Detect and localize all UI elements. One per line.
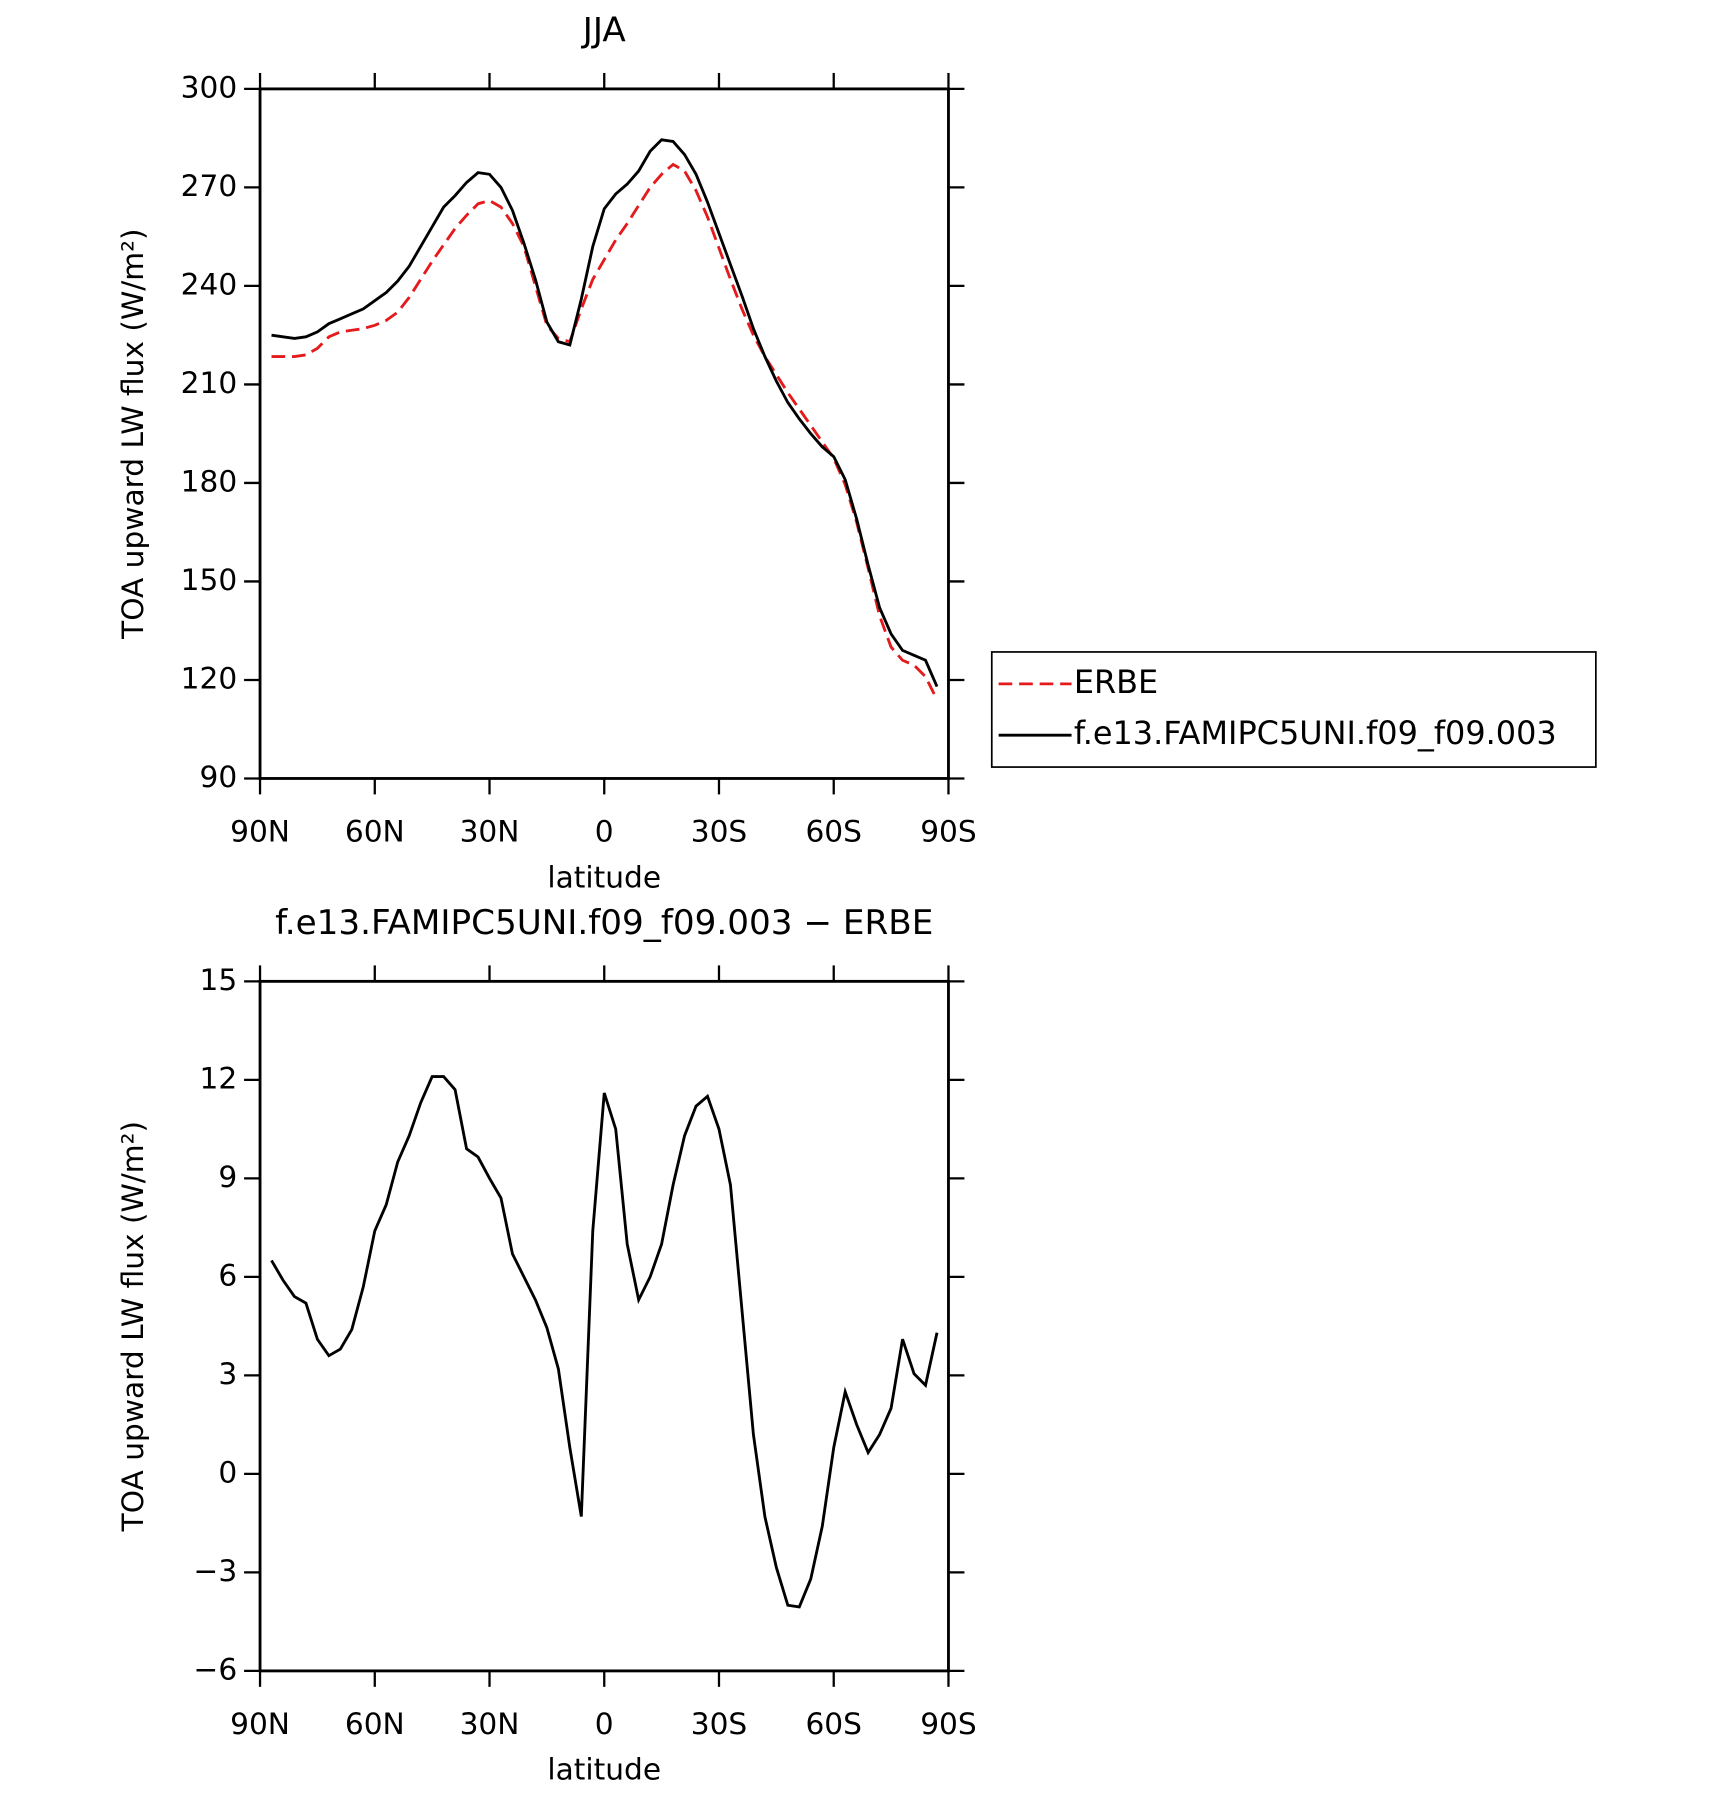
y-tick-label: 3 xyxy=(218,1356,237,1391)
y-tick-label: 270 xyxy=(181,168,238,203)
x-tick-label: 30S xyxy=(691,814,748,849)
x-tick-label: 90S xyxy=(920,1706,977,1741)
plot-frame xyxy=(258,979,950,1673)
x-tick-label: 0 xyxy=(595,814,614,849)
legend-box xyxy=(990,651,1597,768)
x-tick-label: 30N xyxy=(460,814,520,849)
x-tick-label: 30S xyxy=(691,1706,748,1741)
data-line xyxy=(270,1075,939,1609)
data-line xyxy=(271,162,939,701)
x-tick-label: 90N xyxy=(230,814,290,849)
y-tick-label: 0 xyxy=(218,1454,237,1489)
chart-title: f.e13.FAMIPC5UNI.f09_f09.003 − ERBE xyxy=(275,903,933,943)
x-tick-label: 60S xyxy=(805,814,862,849)
y-tick-label: 6 xyxy=(218,1257,237,1292)
y-tick-label: 120 xyxy=(181,660,238,695)
y-tick-label: 9 xyxy=(218,1159,237,1194)
x-axis-label: latitude xyxy=(547,1752,661,1787)
x-tick-label: 90S xyxy=(920,814,977,849)
y-axis-label: TOA upward LW flux (W/m²) xyxy=(115,228,150,639)
x-axis-label: latitude xyxy=(547,859,661,894)
legend-label: f.e13.FAMIPC5UNI.f09_f09.003 xyxy=(1074,714,1557,752)
chart-title: JJA xyxy=(581,10,627,50)
x-tick-label: 60S xyxy=(805,1706,862,1741)
y-tick-label: 90 xyxy=(200,759,238,794)
x-tick-label: 90N xyxy=(230,1706,290,1741)
y-tick-label: 300 xyxy=(181,69,238,104)
x-tick-label: 0 xyxy=(595,1706,614,1741)
y-tick-label: 12 xyxy=(200,1060,238,1095)
y-tick-label: 240 xyxy=(181,266,238,301)
x-tick-label: 60N xyxy=(345,1706,405,1741)
y-tick-label: −6 xyxy=(194,1651,238,1686)
legend-label: ERBE xyxy=(1074,663,1158,701)
x-tick-label: 60N xyxy=(345,814,405,849)
y-tick-label: 150 xyxy=(181,562,238,597)
y-tick-label: 210 xyxy=(181,365,238,400)
y-axis-label: TOA upward LW flux (W/m²) xyxy=(115,1121,150,1532)
y-tick-label: 180 xyxy=(181,463,238,498)
x-tick-label: 30N xyxy=(460,1706,520,1741)
y-tick-label: 15 xyxy=(200,962,238,997)
data-line xyxy=(271,138,939,688)
y-tick-label: −3 xyxy=(194,1553,238,1588)
plot-frame xyxy=(258,87,950,780)
